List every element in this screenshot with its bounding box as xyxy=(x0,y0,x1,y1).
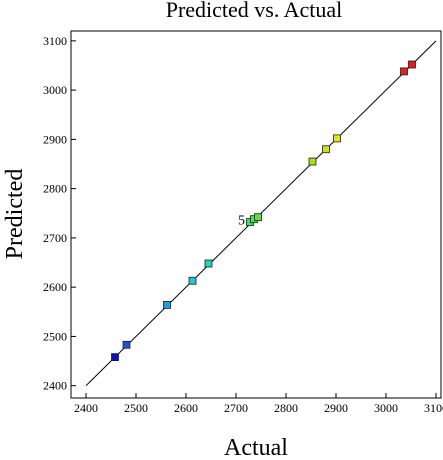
y-tick-label: 2400 xyxy=(43,379,67,393)
y-tick-label: 2600 xyxy=(43,280,67,294)
data-point xyxy=(122,340,131,349)
y-tick-label: 2900 xyxy=(43,132,67,146)
reference-line xyxy=(85,40,437,387)
x-tick-label: 2700 xyxy=(224,401,248,415)
y-tick-label: 3000 xyxy=(43,83,67,97)
data-points xyxy=(111,60,416,362)
data-point xyxy=(408,60,416,69)
y-tick-label: 2700 xyxy=(43,231,67,245)
y-axis-ticks: 2400 2500 2600 2700 2800 2900 3000 3100 xyxy=(43,34,76,393)
chart-title: Predicted vs. Actual xyxy=(166,0,343,22)
data-point xyxy=(333,134,341,143)
data-point xyxy=(204,259,213,268)
x-tick-label: 2600 xyxy=(174,401,198,415)
x-axis-ticks: 2400 2500 2600 2700 2800 2900 3000 3100 xyxy=(74,393,443,415)
data-point xyxy=(111,353,119,362)
point-count-annotation: 5 xyxy=(238,214,245,229)
y-tick-label: 2500 xyxy=(43,329,67,343)
plot-area-frame xyxy=(70,30,442,399)
data-point xyxy=(163,300,171,309)
data-point xyxy=(188,276,197,285)
x-tick-label: 2400 xyxy=(74,401,98,415)
x-tick-label: 2500 xyxy=(124,401,148,415)
x-tick-label: 2900 xyxy=(324,401,348,415)
x-tick-label: 3100 xyxy=(424,401,443,415)
y-axis-label: Predicted xyxy=(2,169,28,260)
data-point xyxy=(254,213,262,222)
y-tick-label: 2800 xyxy=(43,182,67,196)
x-tick-label: 2800 xyxy=(274,401,298,415)
data-point xyxy=(308,157,317,166)
data-point xyxy=(400,67,408,76)
x-axis-label: Actual xyxy=(224,435,288,460)
x-tick-label: 3000 xyxy=(374,401,398,415)
y-tick-label: 3100 xyxy=(43,34,67,48)
data-point xyxy=(322,145,330,154)
